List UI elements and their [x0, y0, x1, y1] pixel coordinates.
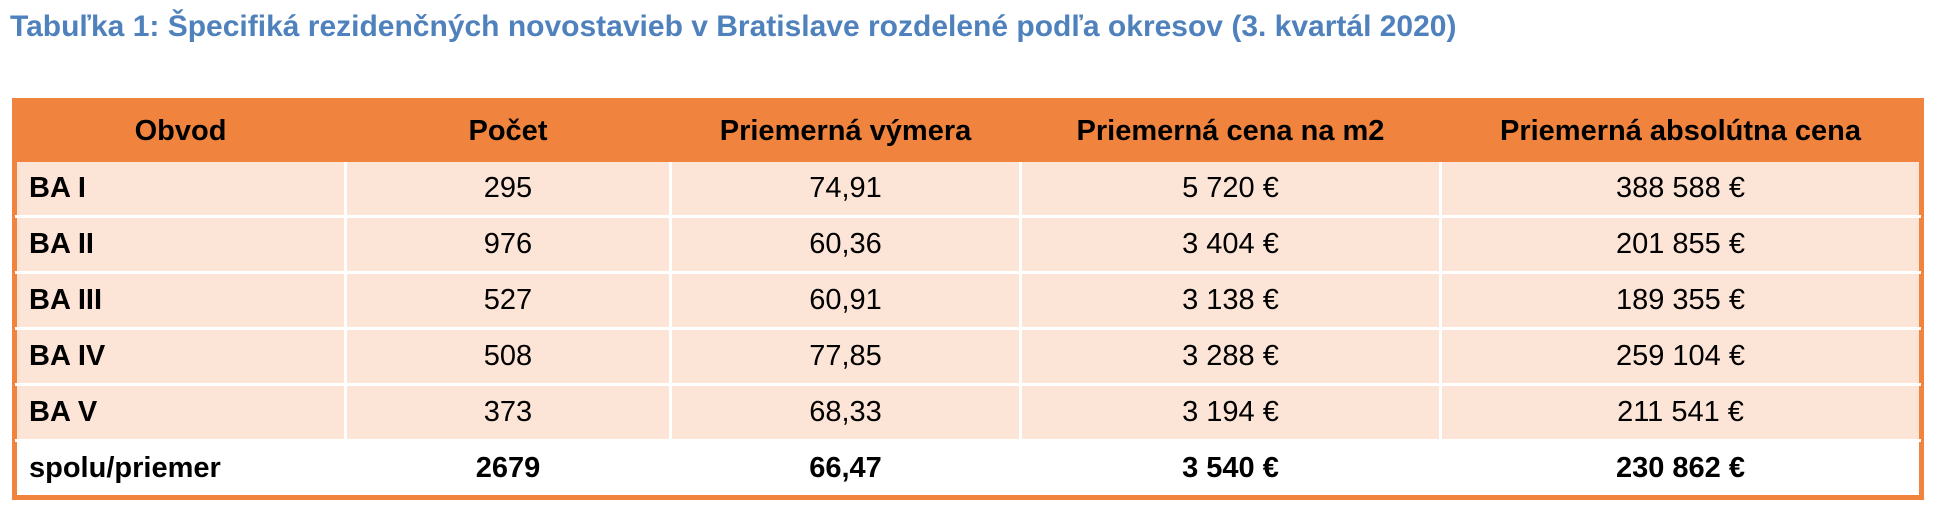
total-price-m2: 3 540 €	[1019, 439, 1442, 498]
count-cell: 527	[344, 271, 672, 330]
header-pocet: Počet	[344, 100, 672, 162]
absolute-price-cell: 388 588 €	[1439, 159, 1922, 218]
district-name: BA V	[14, 383, 347, 442]
districts-table: Obvod Počet Priemerná výmera Priemerná c…	[12, 98, 1924, 500]
absolute-price-cell: 201 855 €	[1439, 215, 1922, 274]
district-name: BA IV	[14, 327, 347, 386]
table-row: BA I 295 74,91 5 720 € 388 588 €	[14, 159, 1922, 218]
district-name: BA II	[14, 215, 347, 274]
count-cell: 373	[344, 383, 672, 442]
header-absolutna-cena: Priemerná absolútna cena	[1439, 100, 1922, 162]
total-row: spolu/priemer 2679 66,47 3 540 € 230 862…	[14, 439, 1922, 498]
price-m2-cell: 3 138 €	[1019, 271, 1442, 330]
table-row: BA II 976 60,36 3 404 € 201 855 €	[14, 215, 1922, 274]
absolute-price-cell: 211 541 €	[1439, 383, 1922, 442]
header-row: Obvod Počet Priemerná výmera Priemerná c…	[14, 100, 1922, 162]
table-row: BA IV 508 77,85 3 288 € 259 104 €	[14, 327, 1922, 386]
district-name: BA III	[14, 271, 347, 330]
header-obvod: Obvod	[14, 100, 347, 162]
total-count: 2679	[344, 439, 672, 498]
area-cell: 77,85	[669, 327, 1022, 386]
total-absolute-price: 230 862 €	[1439, 439, 1922, 498]
header-vymera: Priemerná výmera	[669, 100, 1022, 162]
table-title: Tabuľka 1: Špecifiká rezidenčných novost…	[10, 10, 1457, 43]
price-m2-cell: 5 720 €	[1019, 159, 1442, 218]
table-row: BA V 373 68,33 3 194 € 211 541 €	[14, 383, 1922, 442]
area-cell: 74,91	[669, 159, 1022, 218]
total-area: 66,47	[669, 439, 1022, 498]
price-m2-cell: 3 404 €	[1019, 215, 1442, 274]
count-cell: 976	[344, 215, 672, 274]
district-name: BA I	[14, 159, 347, 218]
price-m2-cell: 3 194 €	[1019, 383, 1442, 442]
area-cell: 60,36	[669, 215, 1022, 274]
count-cell: 508	[344, 327, 672, 386]
header-cena-m2: Priemerná cena na m2	[1019, 100, 1442, 162]
table-row: BA III 527 60,91 3 138 € 189 355 €	[14, 271, 1922, 330]
absolute-price-cell: 259 104 €	[1439, 327, 1922, 386]
absolute-price-cell: 189 355 €	[1439, 271, 1922, 330]
total-label: spolu/priemer	[14, 439, 347, 498]
area-cell: 60,91	[669, 271, 1022, 330]
area-cell: 68,33	[669, 383, 1022, 442]
price-m2-cell: 3 288 €	[1019, 327, 1442, 386]
count-cell: 295	[344, 159, 672, 218]
